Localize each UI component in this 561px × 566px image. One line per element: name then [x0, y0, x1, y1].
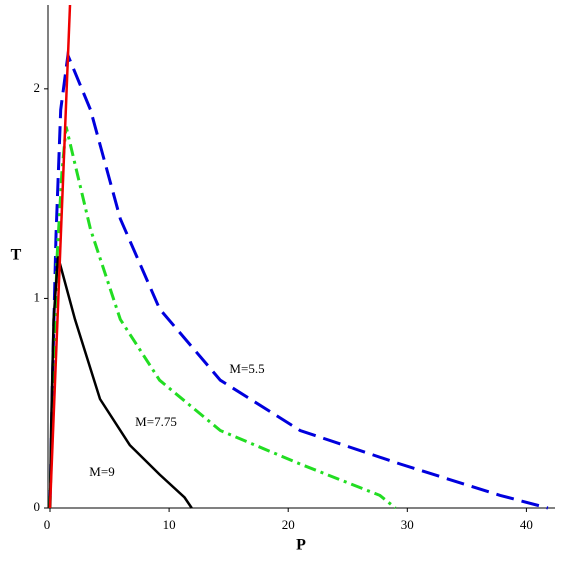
y-tick-label: 1 [34, 289, 41, 304]
series-annotation: M=5.5 [229, 361, 264, 376]
series-line [48, 5, 72, 509]
x-tick-label: 20 [282, 517, 295, 532]
y-tick-label: 0 [34, 499, 41, 514]
series-annotation: M=7.75 [135, 414, 177, 429]
y-axis-label: T [11, 247, 22, 264]
series-line [48, 256, 193, 509]
series-line [48, 126, 397, 510]
x-tick-label: 10 [163, 517, 176, 532]
series-line [48, 49, 549, 510]
x-axis-label: P [296, 537, 306, 554]
y-tick-label: 2 [34, 80, 41, 95]
x-tick-label: 0 [44, 517, 51, 532]
x-tick-label: 40 [520, 517, 533, 532]
series-annotation: M=9 [89, 464, 114, 479]
x-tick-label: 30 [401, 517, 414, 532]
